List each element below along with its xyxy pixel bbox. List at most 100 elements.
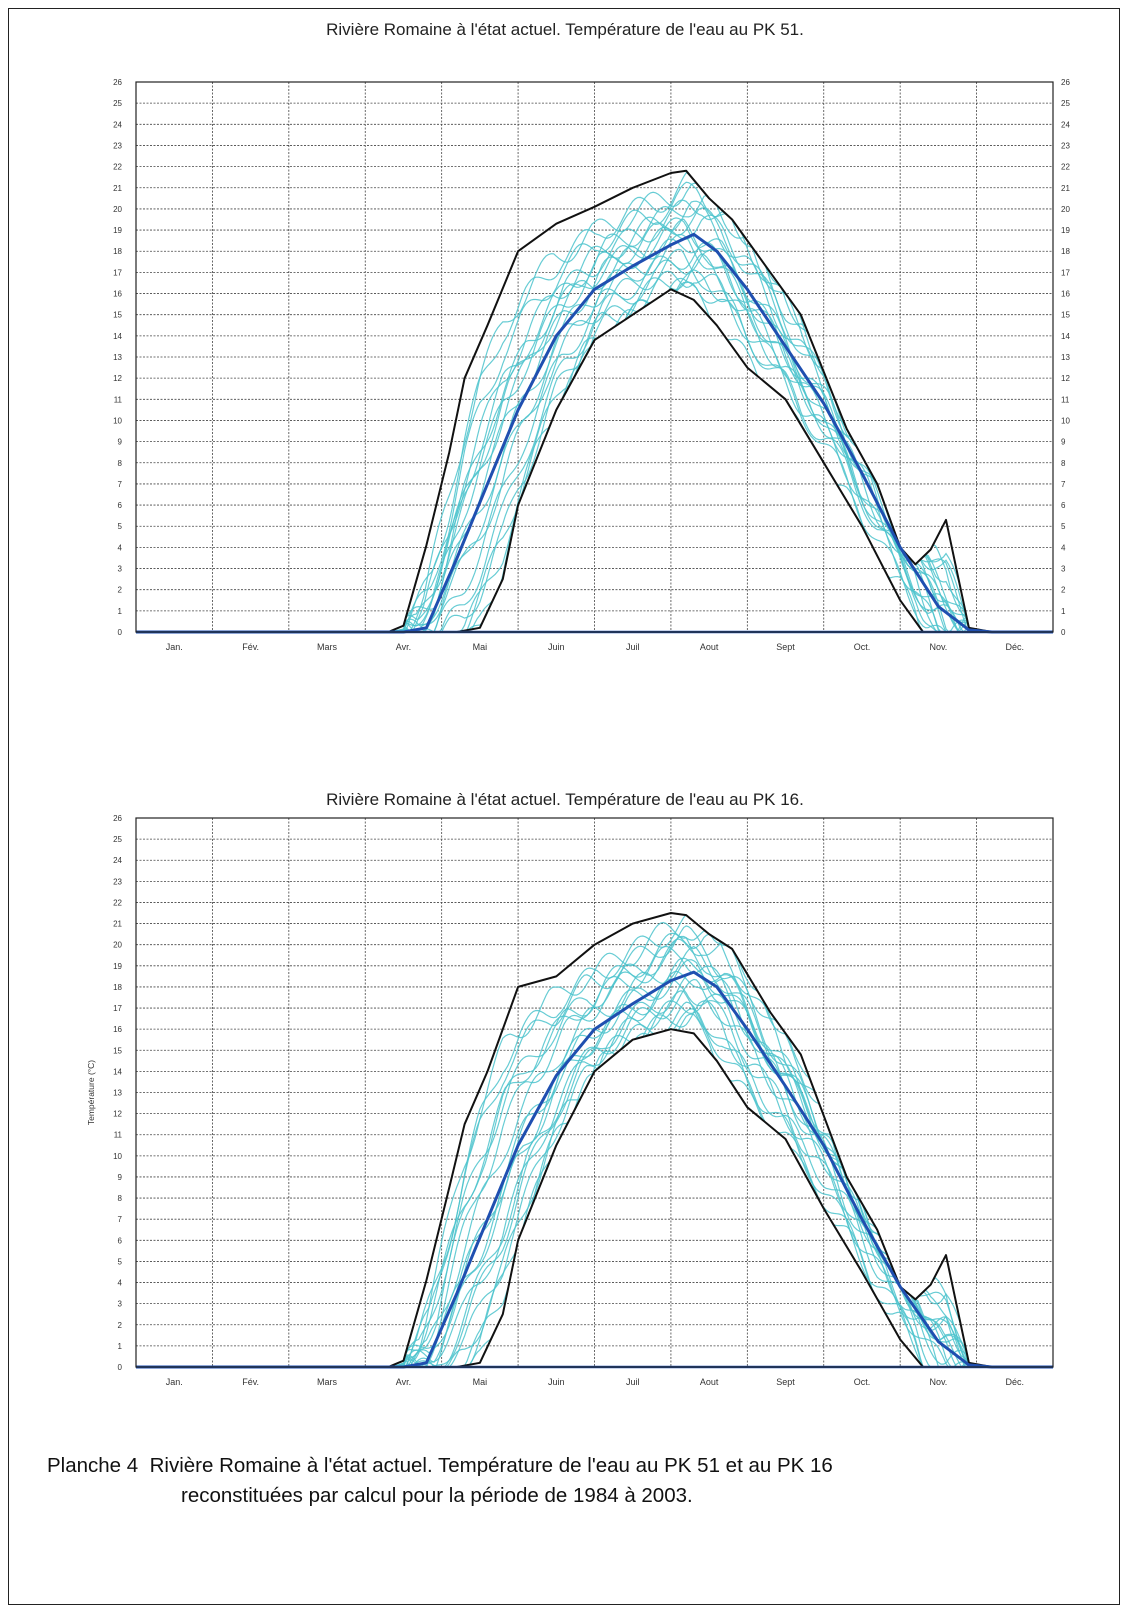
y-tick-label: 11 [114, 395, 123, 404]
max-envelope-line [136, 912, 1053, 1368]
caption-line-2: reconstituées par calcul pour la période… [181, 1484, 693, 1507]
x-tick-label: Avr. [396, 642, 411, 652]
y-tick-label-right: 7 [1061, 480, 1066, 489]
y-tick-label: 23 [113, 877, 122, 886]
y-tick-label: 12 [113, 1110, 122, 1119]
mean-line [136, 232, 1053, 634]
y-tick-label: 0 [118, 628, 123, 637]
y-tick-label: 23 [113, 141, 122, 150]
y-tick-label: 20 [113, 941, 122, 950]
y-tick-label: 9 [118, 438, 123, 447]
y-tick-label: 12 [113, 374, 122, 383]
y-tick-label: 24 [113, 856, 122, 865]
min-envelope-line [136, 288, 1053, 633]
y-tick-label: 4 [118, 543, 123, 552]
y-tick-label: 18 [113, 983, 122, 992]
y-tick-label: 9 [118, 1173, 123, 1182]
x-tick-label: Mai [473, 642, 488, 652]
y-tick-label: 14 [113, 332, 122, 341]
y-tick-label-right: 21 [1061, 184, 1070, 193]
x-tick-label: Nov. [929, 642, 947, 652]
y-tick-label-right: 10 [1061, 416, 1070, 425]
y-tick-label: 2 [118, 586, 123, 595]
y-tick-label: 21 [113, 920, 122, 929]
min-envelope-line [136, 1028, 1053, 1368]
y-tick-label: 3 [118, 565, 123, 574]
y-tick-label: 2 [118, 1321, 123, 1330]
x-tick-label: Aout [700, 1377, 719, 1387]
x-tick-label: Juin [548, 1377, 565, 1387]
x-tick-label: Jan. [166, 1377, 183, 1387]
y-tick-label: 15 [113, 311, 122, 320]
y-tick-label-right: 6 [1061, 501, 1066, 510]
plot-frame [135, 81, 1054, 633]
y-tick-label-right: 5 [1061, 522, 1066, 531]
y-tick-label: 1 [118, 1342, 123, 1351]
y-tick-label: 8 [118, 1194, 123, 1203]
caption-label: Planche 4 [47, 1454, 139, 1477]
x-tick-label: Aout [700, 642, 719, 652]
y-tick-label-right: 25 [1061, 99, 1070, 108]
y-tick-label-right: 0 [1061, 628, 1066, 637]
y-tick-label: 22 [113, 163, 122, 172]
y-tick-label: 18 [113, 247, 122, 256]
y-tick-label: 5 [118, 1257, 123, 1266]
y-tick-label-right: 16 [1061, 290, 1070, 299]
y-tick-label: 16 [113, 1025, 122, 1034]
y-tick-label-right: 12 [1061, 374, 1070, 383]
y-tick-label: 24 [113, 120, 122, 129]
y-axis-label: Température (°C) [86, 1060, 96, 1125]
y-tick-label: 19 [113, 962, 122, 971]
y-tick-label-right: 26 [1061, 78, 1070, 87]
x-tick-label: Mars [317, 1377, 337, 1387]
y-tick-label: 7 [118, 480, 123, 489]
y-tick-label: 0 [118, 1363, 123, 1372]
x-tick-label: Sept [776, 1377, 795, 1387]
y-tick-label-right: 2 [1061, 586, 1066, 595]
caption-line-1: Planche 4 Rivière Romaine à l'état actue… [47, 1454, 833, 1478]
y-tick-label: 17 [113, 268, 122, 277]
y-tick-label: 3 [118, 1300, 123, 1309]
x-tick-label: Oct. [854, 642, 871, 652]
x-tick-label: Avr. [396, 1377, 411, 1387]
y-tick-label-right: 9 [1061, 438, 1066, 447]
y-tick-label-right: 17 [1061, 268, 1070, 277]
y-tick-label: 10 [113, 1152, 122, 1161]
x-tick-label: Juin [548, 642, 565, 652]
x-tick-label: Déc. [1006, 642, 1025, 652]
x-tick-label: Nov. [929, 1377, 947, 1387]
y-tick-label: 13 [113, 1089, 122, 1098]
max-envelope-line [136, 169, 1053, 633]
y-tick-label: 10 [113, 416, 122, 425]
y-tick-label-right: 11 [1061, 395, 1070, 404]
y-tick-label: 5 [118, 522, 123, 531]
caption-text-1: Rivière Romaine à l'état actuel. Tempéra… [149, 1454, 833, 1477]
y-tick-label: 8 [118, 459, 123, 468]
y-tick-label: 14 [113, 1067, 122, 1076]
x-tick-label: Oct. [854, 1377, 871, 1387]
y-tick-label: 26 [113, 814, 122, 823]
y-tick-label: 25 [113, 835, 122, 844]
y-tick-label: 17 [113, 1004, 122, 1013]
y-tick-label-right: 13 [1061, 353, 1070, 362]
y-tick-label-right: 18 [1061, 247, 1070, 256]
y-tick-label-right: 22 [1061, 163, 1070, 172]
mean-line [136, 970, 1053, 1369]
y-tick-label-right: 4 [1061, 543, 1066, 552]
y-tick-label: 21 [113, 184, 122, 193]
chart-pk16: 0123456789101112131415161718192021222324… [86, 814, 1054, 1387]
y-tick-label-right: 8 [1061, 459, 1066, 468]
y-tick-label: 15 [113, 1046, 122, 1055]
y-tick-label-right: 19 [1061, 226, 1070, 235]
y-tick-label-right: 3 [1061, 565, 1066, 574]
chart-title-pk51: Rivière Romaine à l'état actuel. Tempéra… [326, 20, 804, 39]
y-tick-label: 13 [113, 353, 122, 362]
y-tick-label-right: 24 [1061, 120, 1070, 129]
x-tick-label: Mars [317, 642, 337, 652]
y-tick-label: 25 [113, 99, 122, 108]
x-tick-label: Mai [473, 1377, 488, 1387]
y-tick-label-right: 20 [1061, 205, 1070, 214]
x-tick-label: Sept [776, 642, 795, 652]
y-tick-label: 16 [113, 290, 122, 299]
